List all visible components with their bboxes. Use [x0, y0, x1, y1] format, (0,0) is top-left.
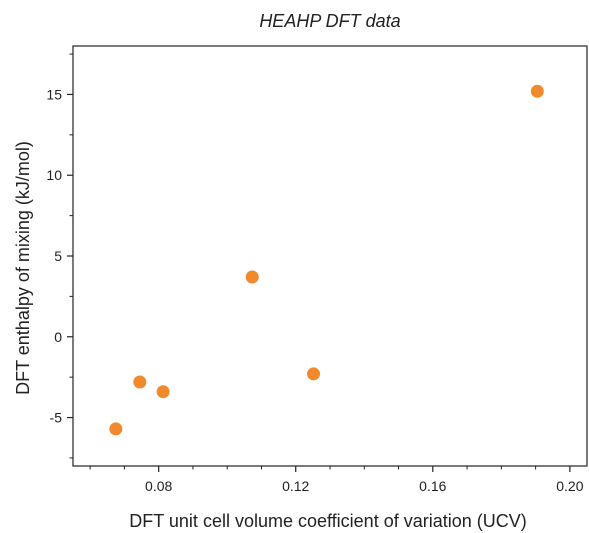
- y-axis-label: DFT enthalpy of mixing (kJ/mol): [13, 141, 33, 395]
- x-tick-label: 0.08: [145, 478, 172, 494]
- data-point: [156, 385, 170, 399]
- data-point: [307, 367, 321, 381]
- y-tick-label: 0: [54, 329, 62, 345]
- data-points: [109, 84, 544, 436]
- data-point: [245, 270, 259, 284]
- x-tick-label: 0.16: [419, 478, 446, 494]
- x-tick-label: 0.20: [556, 478, 583, 494]
- chart-title: HEAHP DFT data: [259, 11, 400, 31]
- y-tick-label: 5: [54, 248, 62, 264]
- plot-frame: [72, 45, 588, 467]
- y-axis: -5 0 5 10 15: [46, 53, 73, 459]
- x-tick-label: 0.12: [282, 478, 309, 494]
- data-point: [109, 422, 123, 436]
- data-point: [530, 84, 544, 98]
- x-axis: 0.08 0.12 0.16 0.20: [89, 466, 584, 494]
- x-axis-label: DFT unit cell volume coefficient of vari…: [129, 511, 527, 531]
- y-tick-label: -5: [50, 410, 63, 426]
- y-tick-label: 15: [46, 86, 62, 102]
- data-point: [133, 375, 147, 389]
- y-tick-label: 10: [46, 167, 62, 183]
